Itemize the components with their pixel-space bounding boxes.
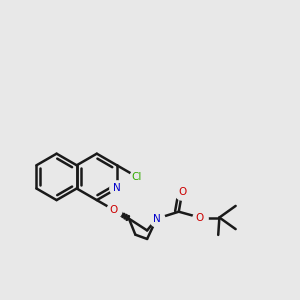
- Text: O: O: [178, 187, 186, 197]
- Text: N: N: [153, 214, 160, 224]
- Text: O: O: [110, 205, 118, 215]
- Text: O: O: [196, 212, 204, 223]
- Text: Cl: Cl: [132, 172, 142, 182]
- Text: N: N: [113, 184, 121, 194]
